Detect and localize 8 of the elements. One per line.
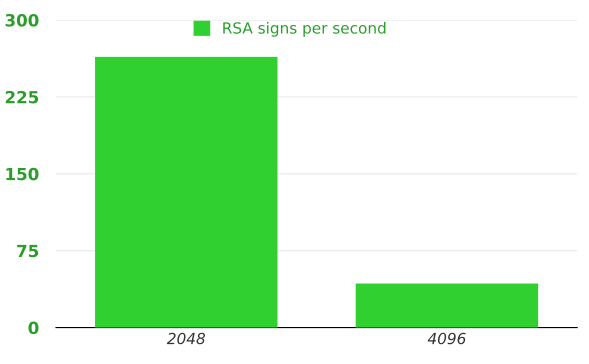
y-tick-label: 75 <box>17 244 38 258</box>
y-tick-label: 150 <box>6 168 38 180</box>
x-tick-label: 4096 <box>428 332 466 344</box>
y-tick-label: 300 <box>6 14 38 27</box>
legend-label: RSA signs per second <box>223 22 386 37</box>
y-tick-label: 225 <box>6 90 38 104</box>
x-tick-label: 2048 <box>166 332 206 344</box>
y-tick-label: 0 <box>28 322 38 334</box>
